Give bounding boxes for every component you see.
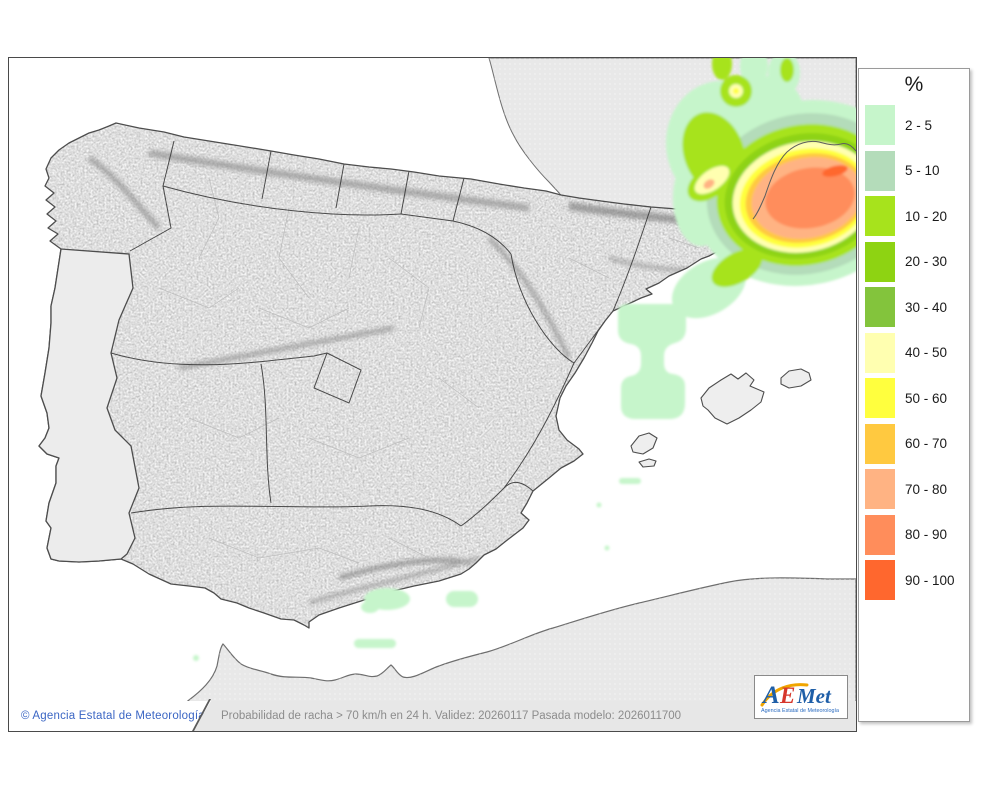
legend-label: 90 - 100 [905, 572, 955, 588]
legend-item: 5 - 10 [865, 150, 969, 191]
aemet-logo: A E Met Agencia Estatal de Meteorología [754, 675, 848, 719]
logo-letters-met: Met [796, 684, 832, 708]
portugal-landmass [38, 248, 140, 563]
legend-item: 30 - 40 [865, 287, 969, 327]
legend-swatch [865, 150, 895, 191]
legend-label: 30 - 40 [905, 299, 948, 315]
logo-swoosh [760, 683, 809, 707]
footer-copyright-section: © Agencia Estatal de Meteorología [9, 701, 211, 731]
legend-swatch [865, 105, 895, 145]
legend-swatch [865, 514, 895, 555]
legend-item: 70 - 80 [865, 469, 969, 509]
legend-swatch [865, 378, 895, 418]
legend-label: 10 - 20 [905, 208, 948, 224]
balearic-islands [630, 368, 812, 468]
france-coastline-overlay [752, 140, 856, 220]
legend-swatch [865, 423, 895, 464]
overlay-valencia [618, 304, 686, 419]
legend-item: 10 - 20 [865, 196, 969, 236]
logo-letter-e: E [779, 683, 795, 708]
island-menorca [780, 368, 812, 389]
legend-label: 60 - 70 [905, 436, 948, 451]
legend-swatch [865, 332, 895, 373]
map-canvas [9, 58, 856, 731]
island-formentera [638, 458, 657, 468]
legend-items: 2 - 5 5 - 10 10 - 20 20 - 30 30 - 40 40 - 50 5… [859, 105, 969, 600]
legend-swatch [865, 287, 895, 327]
legend-item: 60 - 70 [865, 423, 969, 464]
logo-letter-a: A [761, 682, 780, 709]
legend-label: 5 - 10 [905, 163, 940, 178]
legend-item: 20 - 30 [865, 241, 969, 282]
legend-swatch [865, 241, 895, 282]
legend-item: 80 - 90 [865, 514, 969, 555]
legend-label: 20 - 30 [905, 254, 948, 269]
island-mallorca [700, 372, 765, 425]
africa-landmass [163, 577, 856, 731]
legend-swatch [865, 560, 895, 600]
legend-item: 40 - 50 [865, 332, 969, 373]
legend-label: 50 - 60 [905, 390, 948, 406]
legend-swatch [865, 196, 895, 236]
probability-overlays [193, 58, 856, 661]
legend-panel: % 2 - 5 5 - 10 10 - 20 20 - 30 30 - 40 40 - 5… [858, 68, 970, 722]
legend-label: 2 - 5 [905, 117, 933, 133]
footer-bar: © Agencia Estatal de Meteorología Probab… [9, 699, 856, 731]
legend-swatch [865, 469, 895, 509]
aemet-logo-graphic: A E Met Agencia Estatal de Meteorología [760, 682, 839, 714]
legend-title: % [904, 73, 924, 96]
community-borders [110, 140, 652, 527]
map-caption: Probabilidad de racha > 70 km/h en 24 h.… [221, 710, 682, 722]
legend-item: 2 - 5 [865, 105, 969, 145]
legend-item: 90 - 100 [865, 560, 969, 600]
legend-label: 40 - 50 [905, 345, 948, 360]
island-ibiza [630, 432, 658, 455]
legend-label: 70 - 80 [905, 481, 948, 497]
legend-item: 50 - 60 [865, 378, 969, 418]
copyright-text: © Agencia Estatal de Meteorología [21, 710, 205, 722]
map-panel: © Agencia Estatal de Meteorología Probab… [8, 57, 857, 732]
logo-subtitle: Agencia Estatal de Meteorología [761, 708, 839, 714]
legend-label: 80 - 90 [905, 527, 948, 542]
